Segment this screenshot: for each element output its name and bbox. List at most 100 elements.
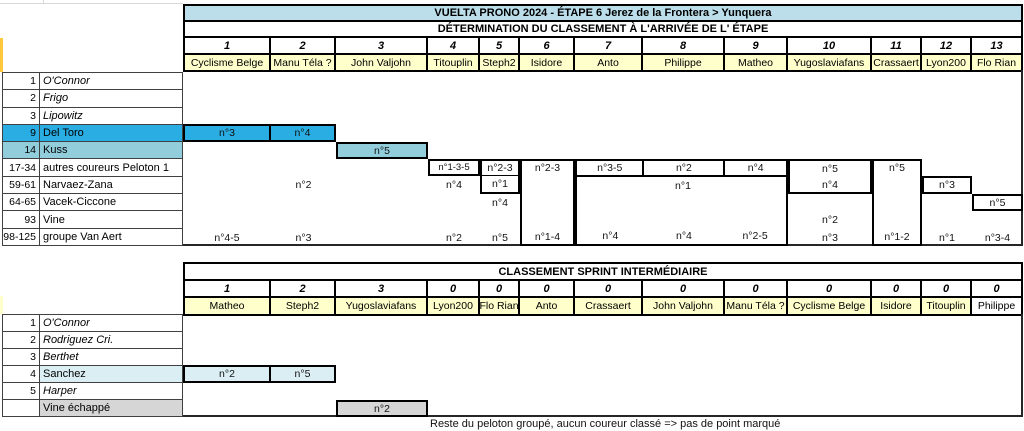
stage-player-anto[interactable]: Anto	[575, 53, 643, 72]
sprint-player-row: Matheo Steph2 Yugoslaviafans Lyon200 Flo…	[183, 296, 1023, 316]
prediction-cell[interactable]: n°2-5	[742, 230, 768, 242]
stage-player-manu-tela[interactable]: Manu Téla ?	[271, 53, 336, 72]
rider-name[interactable]: Frigo	[43, 92, 69, 105]
rider-name[interactable]: O'Connor	[43, 317, 90, 329]
stage-player-flo-rian[interactable]: Flo Rian	[972, 53, 1023, 72]
prediction-box-kuss[interactable]: n°5	[336, 142, 428, 159]
prediction-cell[interactable]: n°4	[294, 127, 311, 139]
stage-player-lyon200[interactable]: Lyon200	[922, 53, 972, 72]
prediction-box-titouplin[interactable]: n°1-3-5	[428, 159, 480, 176]
stage-player-crassaert[interactable]: Crassaert	[872, 53, 922, 72]
sprint-player-yugoslaviafans[interactable]: Yugoslaviafans	[336, 296, 428, 316]
stage-player-philippe[interactable]: Philippe	[643, 53, 725, 72]
sprint-player-matheo[interactable]: Matheo	[183, 296, 271, 316]
rider-name[interactable]: groupe Van Aert	[43, 230, 122, 243]
prediction-cell[interactable]: n°5	[492, 231, 508, 244]
prediction-cell[interactable]: n°5	[822, 162, 838, 175]
prediction-cell[interactable]: n°4	[446, 179, 462, 191]
prediction-box-vine-echappe[interactable]: n°2	[336, 400, 428, 417]
stage-player-cyclisme-belge[interactable]: Cyclisme Belge	[183, 53, 271, 72]
rider-name[interactable]: Del Toro	[40, 124, 182, 142]
rider-position[interactable]: 5	[3, 383, 40, 399]
prediction-cell[interactable]: n°1	[939, 231, 955, 244]
stage-player-steph2[interactable]: Steph2	[480, 53, 520, 72]
rider-position[interactable]: 3	[3, 349, 40, 365]
prediction-cell[interactable]: n°5	[294, 368, 311, 380]
rider-name[interactable]: Rodriguez Cri.	[43, 334, 114, 346]
rider-name[interactable]: Kuss	[40, 142, 182, 159]
sprint-player-isidore[interactable]: Isidore	[872, 296, 922, 316]
prediction-cell[interactable]: n°1	[675, 179, 691, 192]
sprint-player-cyclisme-belge[interactable]: Cyclisme Belge	[788, 296, 872, 316]
sprint-player-titouplin[interactable]: Titouplin	[922, 296, 972, 316]
stage-player-yugoslaviafans[interactable]: Yugoslaviafans	[788, 53, 872, 72]
sprint-player-crassaert[interactable]: Crassaert	[575, 296, 643, 316]
sprint-player-steph2[interactable]: Steph2	[271, 296, 336, 316]
prediction-box-flo-rian[interactable]: n°5	[972, 194, 1023, 211]
rider-position[interactable]: 2	[3, 332, 40, 348]
stage-player-titouplin[interactable]: Titouplin	[428, 53, 480, 72]
prediction-cell[interactable]: n°2	[644, 161, 726, 175]
rider-name[interactable]: Sanchez	[40, 366, 182, 382]
rider-position[interactable]: 2	[3, 90, 40, 107]
prediction-cell[interactable]: n°3	[295, 231, 312, 244]
stage-player-matheo[interactable]: Matheo	[725, 53, 788, 72]
rider-position[interactable]: 3	[3, 107, 40, 124]
prediction-cell[interactable]: n°3	[822, 231, 838, 244]
stage-rider-list: 1 O'Connor 2 Frigo 3 Lipowitz 9 Del Toro…	[2, 72, 183, 246]
prediction-cell[interactable]: n°2	[446, 231, 462, 244]
prediction-box-lyon200[interactable]: n°3	[922, 176, 972, 194]
prediction-cell[interactable]: n°2-3	[482, 161, 518, 176]
prediction-cell[interactable]: n°4	[822, 178, 838, 191]
rider-position[interactable]: 64-65	[3, 194, 40, 211]
stage-rider-row: 3 Lipowitz	[3, 107, 182, 125]
rider-position[interactable]: 1	[3, 73, 40, 90]
sprint-player-lyon200[interactable]: Lyon200	[428, 296, 480, 316]
rider-name[interactable]: Vine échappé	[40, 400, 182, 416]
rider-position[interactable]: 9	[3, 124, 40, 142]
prediction-cell[interactable]: n°4	[676, 230, 692, 242]
rider-name[interactable]: Vine	[43, 213, 65, 226]
rider-name[interactable]: Harper	[43, 385, 77, 397]
prediction-cell[interactable]: n°4-5	[214, 231, 240, 244]
sprint-player-john-valjohn[interactable]: John Valjohn	[643, 296, 725, 316]
rider-name[interactable]: Narvaez-Zana	[43, 178, 113, 191]
prediction-cell[interactable]: n°4	[492, 196, 508, 209]
rider-position[interactable]: 4	[3, 366, 40, 382]
prediction-cell[interactable]: n°2	[185, 367, 271, 381]
rider-name[interactable]: Berthet	[43, 351, 79, 363]
stage-rider-row: 64-65 Vacek-Ciccone	[3, 194, 182, 212]
prediction-cell[interactable]: n°2	[822, 214, 838, 226]
prediction-cell[interactable]: n°4	[747, 162, 764, 174]
prediction-cell[interactable]: n°5	[889, 162, 905, 174]
rider-position[interactable]: 59-61	[3, 176, 40, 194]
sprint-player-anto[interactable]: Anto	[520, 296, 575, 316]
footnote-text[interactable]: Reste du peloton groupé, aucun coureur c…	[430, 418, 781, 430]
sprint-player-flo-rian[interactable]: Flo Rian	[480, 296, 520, 316]
rider-name[interactable]: Lipowitz	[43, 109, 83, 122]
prediction-cell[interactable]: n°3-4	[984, 231, 1011, 244]
prediction-cell[interactable]: n°1-2	[884, 230, 910, 243]
stage-player-john-valjohn[interactable]: John Valjohn	[336, 53, 428, 72]
rider-position[interactable]	[3, 400, 40, 416]
stage-player-isidore[interactable]: Isidore	[520, 53, 575, 72]
prediction-cell[interactable]: n°4	[602, 230, 619, 242]
stage-rank-row: 1 2 3 4 5 6 7 8 9 10 11 12 13	[183, 36, 1023, 55]
rider-position[interactable]: 93	[3, 211, 40, 228]
prediction-cell[interactable]: n°3	[185, 126, 271, 140]
prediction-cell[interactable]: n°1	[492, 177, 508, 190]
rider-name[interactable]: Vacek-Ciccone	[43, 196, 117, 209]
rider-name[interactable]: autres coureurs Peloton 1	[43, 161, 169, 174]
sprint-player-manu-tela[interactable]: Manu Téla ?	[725, 296, 788, 316]
sprint-player-philippe[interactable]: Philippe	[972, 296, 1023, 316]
prediction-cell[interactable]: n°1-4	[534, 230, 561, 243]
rider-position[interactable]: 98-125	[3, 228, 40, 245]
rider-position[interactable]: 1	[3, 315, 40, 331]
rider-name[interactable]: O'Connor	[43, 75, 90, 88]
prediction-cell[interactable]: n°2	[295, 179, 312, 191]
rider-position[interactable]: 17-34	[3, 159, 40, 176]
prediction-cell[interactable]: n°2-3	[534, 162, 561, 174]
prediction-cell[interactable]: n°3-5	[577, 161, 645, 175]
rider-position[interactable]: 14	[3, 142, 40, 159]
stage-subtitle-cell[interactable]: DÉTERMINATION DU CLASSEMENT À L'ARRIVÉE …	[183, 20, 1023, 38]
